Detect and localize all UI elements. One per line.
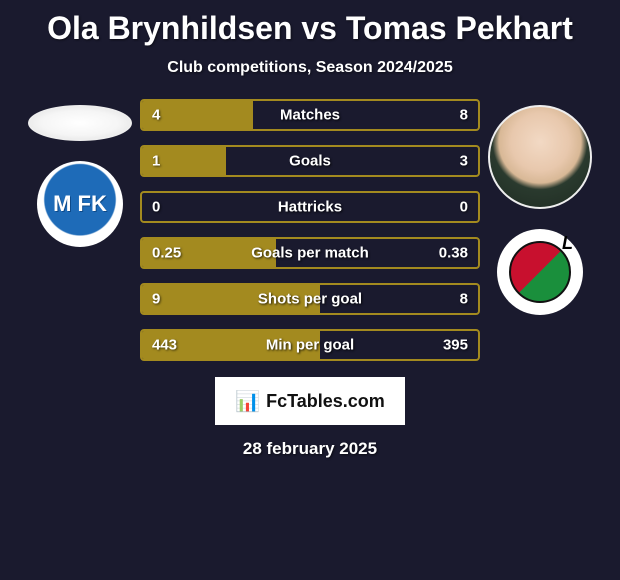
left-player-col: M FK [20,99,140,247]
stat-right-value: 3 [460,153,468,170]
bar-fill-left [142,285,320,313]
stats-bars: 4Matches8 1Goals3 0Hattricks0 0.25Goals per… [140,99,480,361]
stat-label: Hattricks [142,199,478,216]
stat-row: 1Goals3 [140,145,480,177]
stat-row: 443Min per goal395 [140,329,480,361]
left-player-photo [28,105,132,141]
stat-right-value: 8 [460,107,468,124]
right-player-col: L [480,99,600,315]
stat-left-value: 1 [152,153,160,170]
stat-left-value: 0.25 [152,245,181,262]
stat-row: 4Matches8 [140,99,480,131]
right-crest-letter: L [562,233,573,254]
right-player-photo [488,105,592,209]
main-row: M FK 4Matches8 1Goals3 0Hattricks0 0.25Goal… [0,99,620,361]
stat-left-value: 0 [152,199,160,216]
stat-right-value: 0.38 [439,245,468,262]
stat-row: 0.25Goals per match0.38 [140,237,480,269]
stat-right-value: 8 [460,291,468,308]
brand-label: FcTables.com [266,391,385,412]
stat-right-value: 0 [460,199,468,216]
right-club-crest: L [497,229,583,315]
brand-icon: 📊 [235,389,260,414]
page-title: Ola Brynhildsen vs Tomas Pekhart [47,10,573,47]
stat-row: 0Hattricks0 [140,191,480,223]
date-line: 28 february 2025 [243,439,377,459]
stat-left-value: 9 [152,291,160,308]
brand-box: 📊 FcTables.com [215,377,405,425]
stat-row: 9Shots per goal8 [140,283,480,315]
stat-left-value: 443 [152,337,177,354]
stat-left-value: 4 [152,107,160,124]
stat-right-value: 395 [443,337,468,354]
left-club-crest: M FK [37,161,123,247]
comparison-infographic: Ola Brynhildsen vs Tomas Pekhart Club co… [0,0,620,580]
left-crest-text: M FK [53,191,107,217]
subtitle: Club competitions, Season 2024/2025 [167,59,452,77]
